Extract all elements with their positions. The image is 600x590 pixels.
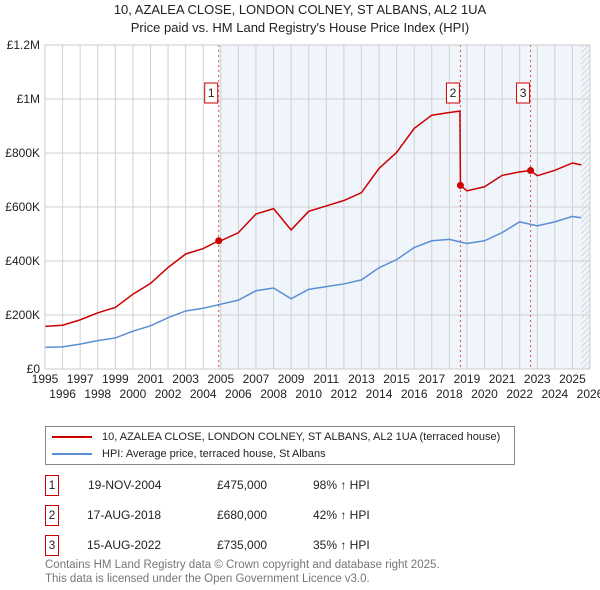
x-tick-label: 2001 bbox=[137, 372, 164, 386]
sale-marker-label: 1 bbox=[45, 475, 59, 496]
sale-price: £475,000 bbox=[217, 478, 268, 492]
x-tick-label: 2012 bbox=[331, 387, 358, 401]
chart-title: 10, AZALEA CLOSE, LONDON COLNEY, ST ALBA… bbox=[113, 2, 487, 17]
property-price-line bbox=[44, 110, 582, 328]
x-tick-label: 2000 bbox=[120, 387, 147, 401]
sale-price: £735,000 bbox=[217, 538, 268, 552]
x-tick-label: 2005 bbox=[207, 372, 234, 386]
plot-border bbox=[44, 44, 591, 370]
x-tick-label: 2014 bbox=[366, 387, 393, 401]
y-tick-label: £600K bbox=[5, 200, 40, 214]
sale-marker-box bbox=[204, 82, 219, 104]
x-tick-label: 2015 bbox=[383, 372, 410, 386]
sale-marker-label: 2 bbox=[450, 86, 457, 100]
sale-date: 17-AUG-2018 bbox=[87, 508, 162, 522]
sale-hpi: 42% ↑ HPI bbox=[313, 508, 370, 522]
footer-line-2: This data is licensed under the Open Gov… bbox=[45, 573, 370, 585]
sale-point bbox=[527, 167, 535, 175]
legend-label-hpi: HPI: Average price, terraced house, St A… bbox=[102, 448, 326, 460]
x-tick-label: 2002 bbox=[155, 387, 182, 401]
x-tick-label: 2009 bbox=[278, 372, 305, 386]
x-tick-label: 1997 bbox=[67, 372, 94, 386]
y-tick-label: £400K bbox=[5, 254, 40, 268]
footer: Contains HM Land Registry data © Crown c… bbox=[45, 558, 440, 586]
sale-marker-label: 3 bbox=[520, 86, 527, 100]
legend-swatch-hpi bbox=[52, 453, 92, 455]
x-tick-label: 2011 bbox=[313, 372, 339, 386]
legend: 10, AZALEA CLOSE, LONDON COLNEY, ST ALBA… bbox=[45, 426, 515, 465]
sale-price: £680,000 bbox=[217, 508, 268, 522]
sale-marker-label: 1 bbox=[208, 86, 215, 100]
x-tick-label: 2006 bbox=[225, 387, 252, 401]
sale-marker-label: 2 bbox=[45, 505, 59, 526]
sale-row: 1 19-NOV-2004 £475,000 98% ↑ HPI bbox=[45, 475, 445, 496]
y-tick-label: £800K bbox=[5, 146, 40, 160]
x-tick-label: 2013 bbox=[348, 372, 375, 386]
sale-row: 3 15-AUG-2022 £735,000 35% ↑ HPI bbox=[45, 535, 445, 556]
y-tick-label: £0 bbox=[27, 362, 41, 376]
x-tick-label: 1998 bbox=[84, 387, 111, 401]
y-tick-label: £1M bbox=[17, 92, 40, 106]
sale-date: 19-NOV-2004 bbox=[88, 478, 162, 492]
x-tick-label: 2025 bbox=[559, 372, 586, 386]
footer-line-1: Contains HM Land Registry data © Crown c… bbox=[45, 559, 440, 571]
sale-row: 2 17-AUG-2018 £680,000 42% ↑ HPI bbox=[45, 505, 445, 526]
x-tick-label: 2020 bbox=[471, 387, 498, 401]
x-tick-label: 2026 bbox=[577, 387, 600, 401]
x-tick-label: 2019 bbox=[454, 372, 481, 386]
hpi-line bbox=[44, 215, 582, 349]
x-tick-label: 2021 bbox=[489, 372, 516, 386]
x-tick-label: 2004 bbox=[190, 387, 217, 401]
x-tick-label: 1996 bbox=[49, 387, 76, 401]
x-tick-label: 2018 bbox=[436, 387, 463, 401]
x-tick-label: 1995 bbox=[32, 372, 59, 386]
legend-label-property: 10, AZALEA CLOSE, LONDON COLNEY, ST ALBA… bbox=[102, 431, 501, 443]
x-tick-label: 2017 bbox=[418, 372, 445, 386]
x-tick-label: 2007 bbox=[243, 372, 270, 386]
x-tick-label: 2023 bbox=[524, 372, 551, 386]
sale-point bbox=[215, 237, 223, 245]
x-tick-label: 1999 bbox=[102, 372, 129, 386]
x-tick-label: 2010 bbox=[295, 387, 322, 401]
x-tick-label: 2008 bbox=[260, 387, 287, 401]
sale-hpi: 35% ↑ HPI bbox=[313, 538, 370, 552]
sale-date: 15-AUG-2022 bbox=[87, 538, 162, 552]
plot-area: 1995199619971998199920002001200220032004… bbox=[5, 38, 600, 401]
sale-hpi: 98% ↑ HPI bbox=[313, 478, 370, 492]
legend-swatch-property bbox=[52, 436, 92, 438]
chart-subtitle: Price paid vs. HM Land Registry's House … bbox=[130, 20, 470, 35]
sale-marker-box bbox=[445, 82, 460, 104]
sale-point bbox=[456, 181, 464, 189]
x-tick-label: 2003 bbox=[172, 372, 199, 386]
x-tick-label: 2022 bbox=[506, 387, 533, 401]
y-tick-label: £200K bbox=[5, 308, 40, 322]
x-tick-label: 2016 bbox=[401, 387, 428, 401]
sale-marker-box bbox=[516, 82, 531, 104]
y-tick-label: £1.2M bbox=[7, 38, 40, 52]
x-tick-label: 2024 bbox=[541, 387, 568, 401]
sale-marker-label: 3 bbox=[45, 535, 59, 556]
